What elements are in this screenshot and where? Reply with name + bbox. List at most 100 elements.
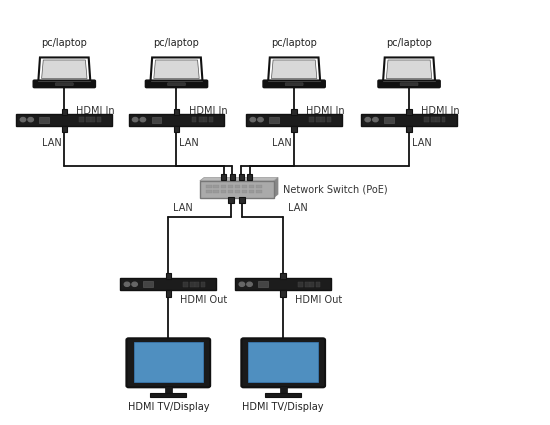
Text: LAN: LAN xyxy=(173,203,192,213)
Bar xyxy=(256,184,262,188)
Bar xyxy=(228,184,233,188)
Polygon shape xyxy=(154,60,199,79)
FancyBboxPatch shape xyxy=(378,80,440,88)
Bar xyxy=(183,282,188,287)
Bar xyxy=(79,117,84,122)
Bar xyxy=(265,393,301,397)
Bar xyxy=(62,109,67,116)
Bar xyxy=(256,190,262,193)
Text: HDMI Out: HDMI Out xyxy=(180,295,228,305)
Polygon shape xyxy=(383,57,435,81)
Text: LAN: LAN xyxy=(179,138,199,148)
FancyBboxPatch shape xyxy=(235,278,331,290)
Bar xyxy=(206,190,212,193)
Circle shape xyxy=(373,117,378,122)
Circle shape xyxy=(365,117,371,122)
Bar xyxy=(239,175,244,180)
Bar xyxy=(151,393,186,397)
FancyBboxPatch shape xyxy=(361,114,457,125)
Polygon shape xyxy=(42,60,87,79)
FancyBboxPatch shape xyxy=(56,83,73,85)
Bar xyxy=(431,117,436,122)
Bar xyxy=(442,117,446,122)
FancyBboxPatch shape xyxy=(129,114,224,125)
Bar xyxy=(242,184,248,188)
Bar xyxy=(280,273,286,279)
Bar xyxy=(144,281,153,287)
Bar xyxy=(280,290,286,297)
Text: pc/laptop: pc/laptop xyxy=(153,38,200,48)
Bar xyxy=(235,184,240,188)
FancyBboxPatch shape xyxy=(16,114,112,125)
Bar xyxy=(298,282,303,287)
Bar xyxy=(199,117,204,122)
FancyBboxPatch shape xyxy=(34,80,95,88)
Polygon shape xyxy=(268,57,320,81)
FancyBboxPatch shape xyxy=(146,80,207,88)
Bar xyxy=(91,117,95,122)
Bar xyxy=(230,175,235,180)
Bar xyxy=(166,290,171,297)
Text: LAN: LAN xyxy=(42,138,62,148)
Text: LAN: LAN xyxy=(288,203,307,213)
Bar xyxy=(195,282,199,287)
Text: HDMI In: HDMI In xyxy=(189,106,227,116)
Text: HDMI In: HDMI In xyxy=(306,106,345,116)
Text: pc/laptop: pc/laptop xyxy=(386,38,432,48)
Bar xyxy=(221,175,226,180)
Circle shape xyxy=(20,117,26,122)
Bar xyxy=(248,175,252,180)
Polygon shape xyxy=(39,57,90,81)
Bar xyxy=(221,190,226,193)
Text: HDMI TV/Display: HDMI TV/Display xyxy=(243,402,324,412)
Bar xyxy=(239,197,245,203)
Bar xyxy=(316,117,321,122)
Bar xyxy=(200,181,274,198)
Bar xyxy=(213,184,219,188)
FancyBboxPatch shape xyxy=(241,338,325,387)
Bar xyxy=(309,117,314,122)
FancyBboxPatch shape xyxy=(120,278,216,290)
Text: HDMI In: HDMI In xyxy=(76,106,115,116)
Bar xyxy=(174,109,179,116)
Bar xyxy=(327,117,331,122)
Text: LAN: LAN xyxy=(272,138,292,148)
Circle shape xyxy=(124,282,130,286)
Bar xyxy=(424,117,429,122)
Bar xyxy=(40,116,49,122)
Bar xyxy=(228,197,234,203)
Bar xyxy=(249,342,318,382)
Bar xyxy=(279,385,287,393)
Text: pc/laptop: pc/laptop xyxy=(271,38,317,48)
Bar xyxy=(86,117,91,122)
Bar xyxy=(191,117,196,122)
Polygon shape xyxy=(272,60,317,79)
FancyBboxPatch shape xyxy=(263,80,325,88)
Bar xyxy=(235,190,240,193)
Bar xyxy=(165,385,172,393)
Circle shape xyxy=(140,117,146,122)
Text: pc/laptop: pc/laptop xyxy=(41,38,87,48)
Bar xyxy=(406,109,412,116)
Circle shape xyxy=(258,117,263,122)
Bar xyxy=(228,190,233,193)
Polygon shape xyxy=(151,57,202,81)
Text: HDMI In: HDMI In xyxy=(421,106,460,116)
FancyBboxPatch shape xyxy=(400,83,418,85)
Bar xyxy=(204,117,207,122)
Bar xyxy=(213,190,219,193)
Bar xyxy=(206,184,212,188)
Circle shape xyxy=(250,117,256,122)
Polygon shape xyxy=(274,178,278,198)
Bar xyxy=(62,126,67,132)
Bar xyxy=(305,282,310,287)
FancyBboxPatch shape xyxy=(246,114,342,125)
FancyBboxPatch shape xyxy=(126,338,210,387)
Bar xyxy=(249,190,255,193)
Polygon shape xyxy=(200,178,278,181)
Bar xyxy=(436,117,440,122)
Bar xyxy=(209,117,213,122)
FancyBboxPatch shape xyxy=(285,83,303,85)
Bar xyxy=(292,109,297,116)
Bar xyxy=(316,282,320,287)
